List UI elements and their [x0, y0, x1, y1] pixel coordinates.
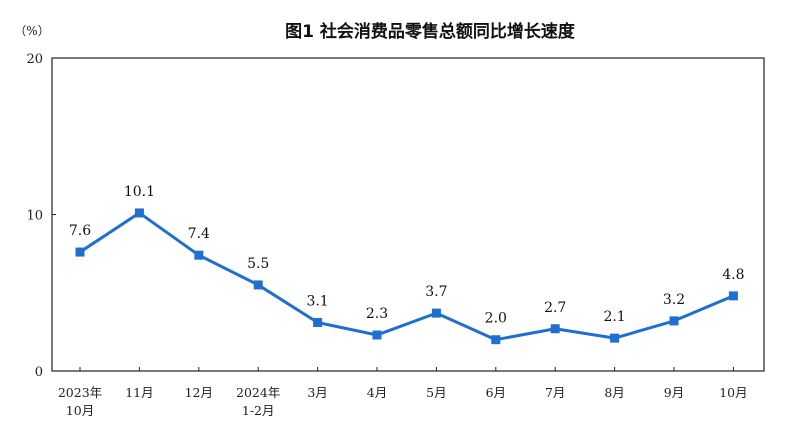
data-point-marker [75, 247, 85, 257]
x-tick-label: 10月 [719, 385, 747, 400]
data-label: 7.6 [69, 223, 91, 239]
data-label: 7.4 [188, 226, 210, 242]
x-tick-label: 2024年 1-2月 [236, 385, 280, 418]
data-point-marker [431, 308, 441, 318]
data-point-marker [491, 335, 501, 345]
x-axis-ticks: 2023年 10月 11月 12月 2024年 1-2月 3月 4月 5月 6月 7月 8月 9月 10月 [58, 367, 748, 418]
x-tick-label: 2023年 10月 [58, 385, 102, 418]
x-tick-label: 11月 [125, 385, 153, 400]
data-label: 2.0 [485, 311, 507, 327]
data-label: 2.7 [544, 300, 566, 316]
data-point-marker [134, 208, 144, 218]
x-tick-label: 3月 [307, 385, 327, 400]
x-tick-label: 7月 [545, 385, 565, 400]
y-axis-unit-label: （%） [14, 24, 49, 38]
data-point-marker [610, 333, 620, 343]
series-line-group [78, 211, 735, 342]
y-tick-label: 0 [35, 365, 43, 380]
data-label: 2.1 [603, 309, 625, 325]
data-point-marker [550, 324, 560, 334]
x-tick-label: 12月 [185, 385, 213, 400]
data-label: 4.8 [722, 267, 744, 283]
chart-title: 图1 社会消费品零售总额同比增长速度 [285, 21, 576, 42]
x-tick-label: 8月 [604, 385, 624, 400]
data-label: 3.1 [306, 293, 328, 309]
y-tick-label: 20 [26, 52, 43, 67]
y-axis-ticks: 0 10 20 [26, 52, 56, 380]
series-line [78, 211, 735, 342]
data-label: 2.3 [366, 306, 388, 322]
data-point-marker [194, 250, 204, 260]
data-label: 5.5 [247, 256, 269, 272]
data-point-marker [253, 280, 263, 290]
data-point-marker [372, 330, 382, 340]
x-tick-label: 6月 [486, 385, 506, 400]
x-tick-label: 9月 [664, 385, 684, 400]
y-tick-label: 10 [26, 209, 43, 224]
data-label: 3.7 [425, 284, 447, 300]
data-label: 3.2 [663, 292, 685, 308]
data-point-marker [313, 317, 323, 327]
series-markers [75, 208, 738, 345]
x-tick-label: 4月 [367, 385, 387, 400]
data-label: 10.1 [124, 184, 155, 200]
data-labels: 7.6 10.1 7.4 5.5 3.1 2.3 3.7 2.0 2.7 2.1 3.2 4.8 [69, 184, 745, 327]
data-point-marker [669, 316, 679, 326]
x-tick-label: 5月 [426, 385, 446, 400]
data-point-marker [728, 291, 738, 301]
